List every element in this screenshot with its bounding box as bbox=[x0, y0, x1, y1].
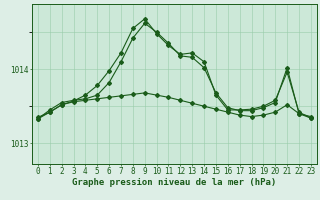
X-axis label: Graphe pression niveau de la mer (hPa): Graphe pression niveau de la mer (hPa) bbox=[72, 178, 276, 187]
